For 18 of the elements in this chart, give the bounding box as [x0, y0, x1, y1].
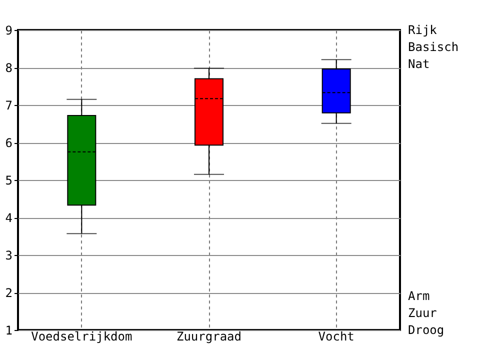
y-tick-label: 7 — [5, 98, 12, 112]
y-tick-label: 2 — [5, 286, 12, 300]
x-tick-label: Voedselrijkdom — [31, 330, 132, 344]
x-tick-label: Vocht — [318, 330, 354, 344]
y-tick-label: 1 — [5, 324, 12, 338]
y-tick-label: 4 — [5, 211, 12, 225]
text: Basisch — [408, 40, 459, 54]
text: Droog — [408, 323, 444, 337]
y-tick-label: 6 — [5, 136, 12, 150]
text: Rijk — [408, 23, 438, 37]
y-tick-label: 5 — [5, 174, 12, 188]
text: Zuur — [408, 306, 437, 320]
y-tick-label: 8 — [5, 61, 12, 75]
y-tick-label: 3 — [5, 248, 12, 262]
x-tick-label: Zuurgraad — [176, 330, 242, 344]
y-tick-label: 9 — [5, 24, 12, 38]
text: Arm — [408, 289, 430, 303]
text: Nat — [408, 57, 430, 71]
